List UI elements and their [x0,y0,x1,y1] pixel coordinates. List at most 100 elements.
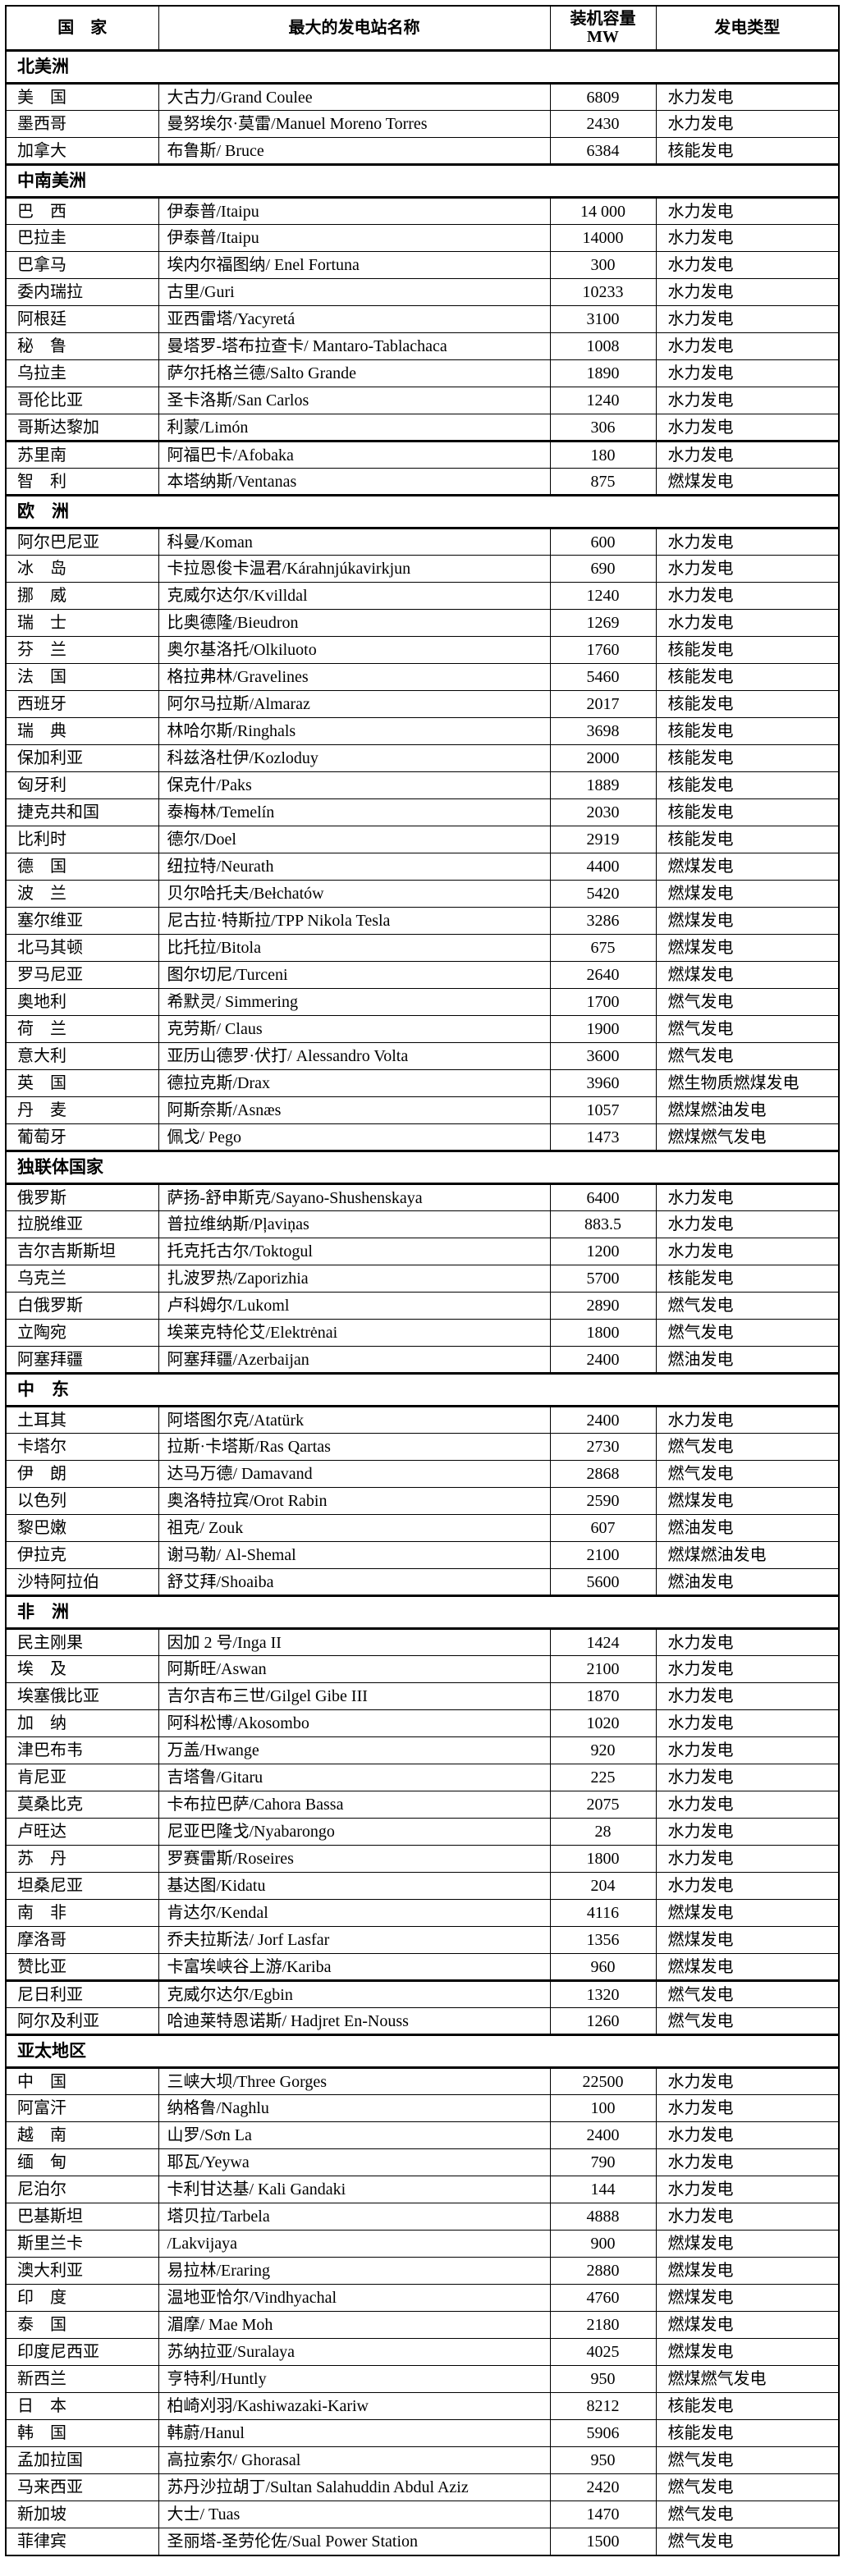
country-cell: 法 国 [5,663,159,691]
country-cell: 罗马尼亚 [5,961,159,989]
capacity-cell: 1269 [549,609,657,637]
table-row: 沙特阿拉伯 舒艾拜/Shoaiba 5600 燃油发电 [5,1568,840,1596]
generation-type-cell: 水力发电 [655,1764,840,1791]
capacity-cell: 225 [549,1764,657,1791]
country-cell: 斯里兰卡 [5,2230,159,2258]
country-cell: 阿根廷 [5,305,159,333]
capacity-cell: 5420 [549,880,657,908]
station-name-cell: 图尔切尼/Turceni [158,961,551,989]
capacity-cell: 2880 [549,2257,657,2285]
generation-type-cell: 核能发电 [655,771,840,799]
capacity-cell: 6809 [549,83,657,111]
country-cell: 缅 甸 [5,2148,159,2176]
country-cell: 瑞 典 [5,717,159,745]
station-name-cell: 科曼/Koman [158,528,551,556]
generation-type-cell: 核能发电 [655,137,840,165]
generation-type-cell: 燃油发电 [655,1568,840,1596]
capacity-cell: 14 000 [549,197,657,225]
table-row: 伊拉克 谢马勒/ Al-Shemal 2100 燃煤燃油发电 [5,1541,840,1569]
station-name-cell: 托克托古尔/Toktogul [158,1238,551,1265]
table-row: 俄罗斯 萨扬-舒申斯克/Sayano-Shushenskaya 6400 水力发电 [5,1183,840,1211]
col-header-country: 国 家 [5,5,159,52]
country-cell: 菲律宾 [5,2528,159,2555]
table-header: 国 家 最大的发电站名称 装机容量 MW 发电类型 [5,5,840,52]
generation-type-cell: 燃气发电 [655,1319,840,1347]
country-cell: 加 纳 [5,1709,159,1737]
capacity-cell: 900 [549,2230,657,2258]
country-cell: 卡塔尔 [5,1433,159,1461]
country-cell: 白俄罗斯 [5,1292,159,1320]
capacity-cell: 1800 [549,1845,657,1873]
generation-type-cell: 水力发电 [655,1183,840,1211]
country-cell: 吉尔吉斯斯坦 [5,1238,159,1265]
station-name-cell: 纳格鲁/Naghlu [158,2094,551,2122]
capacity-cell: 600 [549,528,657,556]
station-name-cell: 三峡大坝/Three Gorges [158,2067,551,2095]
capacity-cell: 2100 [549,1541,657,1569]
country-cell: 莫桑比克 [5,1791,159,1819]
table-row: 奥地利 希默灵/ Simmering 1700 燃气发电 [5,988,840,1016]
capacity-cell: 6384 [549,137,657,165]
country-cell: 沙特阿拉伯 [5,1568,159,1596]
generation-type-cell: 燃煤发电 [655,2338,840,2366]
capacity-cell: 1800 [549,1319,657,1347]
capacity-cell: 2400 [549,1346,657,1374]
generation-type-cell: 水力发电 [655,555,840,583]
capacity-cell: 950 [549,2365,657,2393]
country-cell: 越 南 [5,2121,159,2149]
table-row: 赞比亚 卡富埃峡谷上游/Kariba 960 燃煤发电 [5,1953,840,1981]
generation-type-cell: 燃气发电 [655,2007,840,2035]
station-name-cell: 克威尔达尔/Egbin [158,1979,551,2008]
generation-type-cell: 水力发电 [655,305,840,333]
capacity-cell: 2868 [549,1460,657,1488]
section-header-row: 非 洲 [5,1595,840,1630]
table-row: 西班牙 阿尔马拉斯/Almaraz 2017 核能发电 [5,690,840,718]
capacity-cell: 1240 [549,387,657,414]
station-name-cell: 卡富埃峡谷上游/Kariba [158,1953,551,1981]
generation-type-cell: 水力发电 [655,1818,840,1846]
generation-type-cell: 核能发电 [655,1265,840,1293]
generation-type-cell: 燃气发电 [655,1042,840,1070]
capacity-cell: 5460 [549,663,657,691]
table-row: 越 南山罗/Sơn La 2400 水力发电 [5,2121,840,2149]
country-cell: 民主刚果 [5,1628,159,1656]
country-cell: 英 国 [5,1069,159,1097]
capacity-cell: 1240 [549,582,657,610]
country-cell: 尼日利亚 [5,1979,159,2008]
capacity-cell: 1008 [549,332,657,360]
table-row: 苏 丹罗赛雷斯/Roseires 1800 水力发电 [5,1845,840,1873]
country-cell: 西班牙 [5,690,159,718]
table-row: 加拿大 布鲁斯/ Bruce 6384 核能发电 [5,137,840,165]
station-name-cell: 拉斯·卡塔斯/Ras Qartas [158,1433,551,1461]
capacity-cell: 1356 [549,1926,657,1954]
capacity-header-line1: 装机容量 [570,9,636,28]
generation-type-cell: 核能发电 [655,690,840,718]
generation-type-cell: 燃气发电 [655,1979,840,2008]
generation-type-cell: 燃煤发电 [655,1899,840,1927]
capacity-cell: 1500 [549,2528,657,2555]
table-row: 德 国纽拉特/Neurath 4400 燃煤发电 [5,853,840,881]
country-cell: 中 国 [5,2067,159,2095]
table-row: 马来西亚 苏丹沙拉胡丁/Sultan Salahuddin Abdul Aziz 2… [5,2473,840,2501]
table-row: 印度尼西亚 苏纳拉亚/Suralaya 4025 燃煤发电 [5,2338,840,2366]
generation-type-cell: 燃煤燃气发电 [655,2365,840,2393]
country-cell: 阿尔及利亚 [5,2007,159,2035]
generation-type-cell: 燃煤发电 [655,1487,840,1515]
country-cell: 保加利亚 [5,744,159,772]
generation-type-cell: 燃油发电 [655,1514,840,1542]
table-row: 瑞 典林哈尔斯/Ringhals 3698 核能发电 [5,717,840,745]
generation-type-cell: 核能发电 [655,663,840,691]
station-name-cell: 林哈尔斯/Ringhals [158,717,551,745]
country-cell: 哥斯达黎加 [5,414,159,442]
generation-type-cell: 水力发电 [655,1736,840,1764]
table-row: 巴拿马 埃内尔福图纳/ Enel Fortuna 300 水力发电 [5,251,840,279]
capacity-cell: 1900 [549,1015,657,1043]
generation-type-cell: 燃气发电 [655,988,840,1016]
generation-type-cell: 燃气发电 [655,2473,840,2501]
country-cell: 赞比亚 [5,1953,159,1981]
table-row: 巴基斯坦 塔贝拉/Tarbela 4888 水力发电 [5,2203,840,2231]
station-name-cell: 圣丽塔-圣劳伦佐/Sual Power Station [158,2528,551,2555]
capacity-cell: 883.5 [549,1210,657,1238]
table-row: 秘 鲁曼塔罗-塔布拉查卡/ Mantaro-Tablachaca 1008 水力发电 [5,332,840,360]
table-row: 立陶宛 埃莱克特伦艾/Elektrėnai 1800 燃气发电 [5,1319,840,1347]
